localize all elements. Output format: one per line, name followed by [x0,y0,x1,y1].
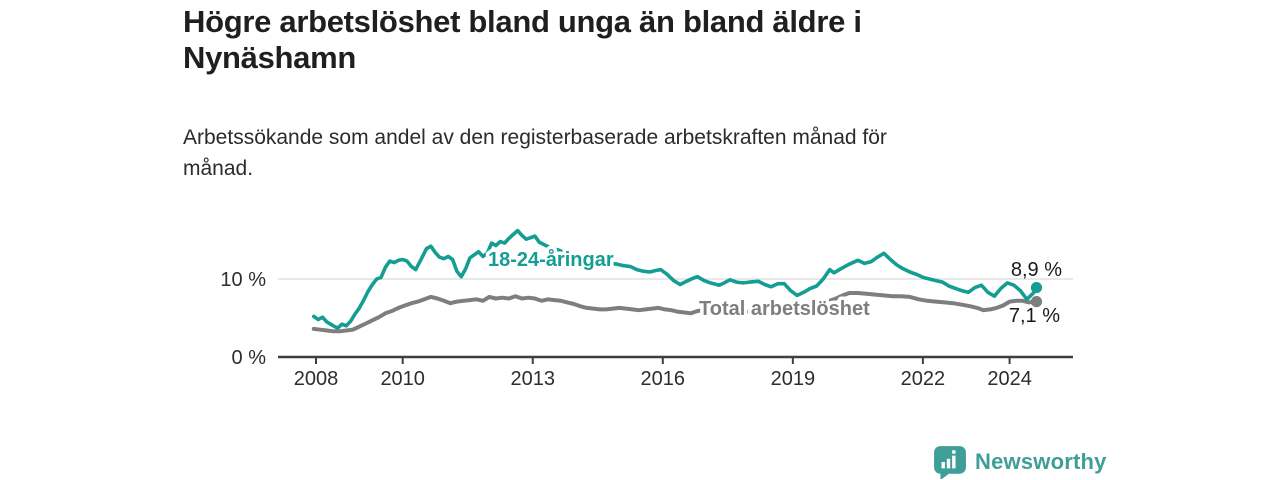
newsworthy-logo[interactable]: Newsworthy [933,444,1107,480]
y-axis-labels: 0 % 10 % [220,269,266,369]
newsworthy-logo-text: Newsworthy [975,449,1107,474]
x-tick-label: 2019 [771,368,816,390]
series-line-youth [312,228,1039,330]
page-title: Högre arbetslöshet bland unga än bland ä… [183,4,862,75]
y-tick-label: 0 % [232,347,267,369]
endpoint-dot-youth [1030,281,1043,294]
end-value-label-youth: 8,9 % [1011,259,1062,281]
x-tick-label: 2013 [511,368,556,390]
series-line-total [311,291,1039,334]
chart-subtitle: Arbetssökande som andel av den registerb… [183,126,887,180]
x-tick-label: 2008 [294,368,339,390]
series-label-total: Total arbetslöshet [699,298,870,320]
x-axis-ticks: 2008 2010 2013 2016 2019 2022 2024 [294,357,1032,390]
y-tick-label: 10 % [220,269,266,291]
endpoint-dot-total [1030,296,1043,308]
chart-header: Högre arbetslöshet bland unga än bland ä… [183,0,1083,180]
x-tick-label: 2016 [641,368,686,390]
x-tick-label: 2024 [987,368,1032,390]
end-value-label-total: 7,1 % [1009,305,1060,327]
newsworthy-bar-chart-icon [934,446,966,479]
x-tick-label: 2010 [380,368,425,390]
x-tick-label: 2022 [901,368,946,390]
series-label-youth: 18-24-åringar [488,248,614,271]
